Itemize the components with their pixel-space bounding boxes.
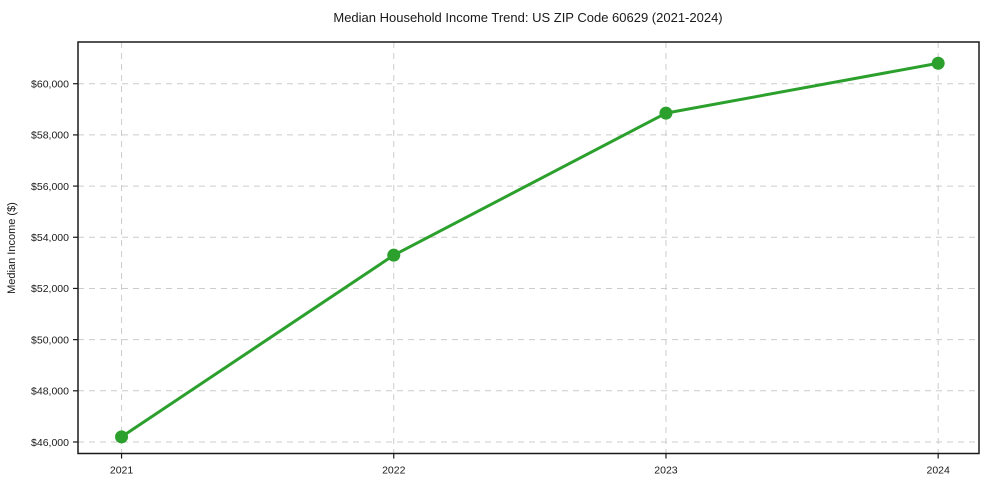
trend-series <box>115 56 945 444</box>
y-tick-label: $60,000 <box>31 79 69 91</box>
y-axis-label: Median Income ($) <box>6 202 18 294</box>
x-tick-label: 2022 <box>382 465 406 477</box>
chart-title: Median Household Income Trend: US ZIP Co… <box>333 10 722 25</box>
data-point-2022 <box>387 248 401 262</box>
data-point-2024 <box>931 56 945 70</box>
y-tick-label: $50,000 <box>31 334 69 346</box>
data-point-2021 <box>115 430 129 444</box>
x-tick-label: 2023 <box>654 465 678 477</box>
y-tick-label: $46,000 <box>31 437 69 449</box>
y-tick-label: $52,000 <box>31 283 69 295</box>
trend-line <box>120 61 940 439</box>
axis-ticks <box>73 83 939 459</box>
y-tick-label: $56,000 <box>31 181 69 193</box>
x-tick-label: 2024 <box>926 465 950 477</box>
y-tick-label: $58,000 <box>31 130 69 142</box>
gridlines <box>78 42 979 454</box>
y-tick-label: $48,000 <box>31 386 69 398</box>
x-tick-label: 2021 <box>110 465 134 477</box>
tick-labels: 2021 2022 2023 2024 $46,000 $48,000 $50,000 $52… <box>31 79 950 477</box>
y-tick-label: $54,000 <box>31 232 69 244</box>
data-point-2023 <box>659 106 673 120</box>
plot-border <box>77 41 980 455</box>
